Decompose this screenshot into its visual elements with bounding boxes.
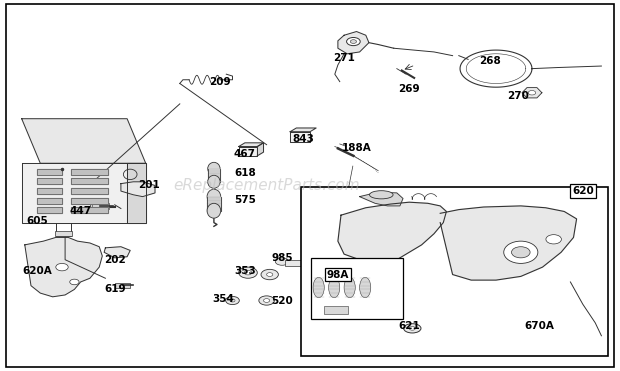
Bar (92, 203, 109, 209)
Ellipse shape (409, 326, 415, 330)
Polygon shape (338, 32, 369, 54)
Text: 201: 201 (138, 181, 160, 190)
Bar (90, 203, 108, 210)
Ellipse shape (208, 162, 220, 175)
Text: 620A: 620A (22, 266, 52, 276)
Ellipse shape (350, 40, 356, 43)
Ellipse shape (259, 296, 275, 305)
Ellipse shape (226, 296, 239, 305)
Ellipse shape (313, 277, 324, 298)
Text: 188A: 188A (342, 144, 371, 153)
Bar (115, 283, 130, 288)
Bar (71, 188, 108, 194)
Bar (71, 198, 108, 204)
Polygon shape (290, 132, 310, 142)
Bar (71, 207, 108, 213)
Bar (37, 169, 62, 175)
Text: 619: 619 (104, 285, 125, 294)
Text: 447: 447 (69, 207, 92, 216)
Ellipse shape (275, 258, 289, 265)
Bar (37, 207, 62, 213)
Polygon shape (239, 147, 257, 156)
Bar (71, 207, 108, 213)
Bar (37, 178, 62, 184)
Text: 269: 269 (399, 84, 420, 94)
Bar (71, 169, 108, 175)
Text: 843: 843 (293, 134, 315, 144)
Bar (37, 188, 62, 194)
Polygon shape (440, 206, 577, 280)
Bar (37, 188, 62, 194)
Polygon shape (257, 143, 264, 156)
Bar (37, 198, 62, 204)
Text: 209: 209 (210, 77, 231, 86)
Bar (285, 260, 304, 266)
Ellipse shape (239, 267, 257, 278)
Text: 670A: 670A (525, 322, 554, 331)
Text: 520: 520 (271, 296, 293, 305)
Ellipse shape (267, 273, 273, 276)
Bar (71, 169, 108, 175)
Text: 605: 605 (26, 216, 48, 226)
Text: 354: 354 (212, 294, 234, 303)
Polygon shape (127, 163, 146, 223)
Polygon shape (239, 143, 264, 147)
Text: 98A: 98A (327, 270, 349, 279)
Ellipse shape (208, 175, 220, 188)
Polygon shape (104, 247, 130, 258)
Ellipse shape (230, 299, 235, 302)
Bar (71, 198, 108, 204)
Text: 575: 575 (234, 196, 256, 205)
Ellipse shape (207, 189, 221, 204)
Bar (55, 231, 72, 236)
Polygon shape (25, 237, 102, 297)
Bar (37, 178, 62, 184)
Ellipse shape (528, 91, 536, 95)
Polygon shape (22, 163, 127, 223)
Ellipse shape (329, 277, 340, 298)
Ellipse shape (56, 263, 68, 271)
Text: 621: 621 (398, 322, 420, 331)
Polygon shape (338, 202, 446, 262)
Ellipse shape (370, 191, 393, 199)
Ellipse shape (404, 324, 421, 333)
Ellipse shape (207, 203, 221, 218)
Ellipse shape (261, 269, 278, 280)
Ellipse shape (360, 277, 371, 298)
Ellipse shape (546, 235, 562, 244)
Polygon shape (208, 169, 220, 182)
Ellipse shape (69, 279, 79, 285)
Text: 271: 271 (333, 53, 355, 62)
Polygon shape (522, 88, 542, 98)
Bar (324, 306, 348, 314)
Bar (71, 188, 108, 194)
Text: 353: 353 (234, 266, 256, 276)
Polygon shape (121, 182, 155, 197)
Polygon shape (360, 192, 403, 206)
Text: 618: 618 (234, 168, 256, 177)
Ellipse shape (244, 270, 252, 275)
Bar (71, 178, 108, 184)
Text: 268: 268 (479, 56, 501, 66)
Text: 467: 467 (234, 149, 256, 159)
Text: 985: 985 (272, 253, 293, 263)
Bar (37, 198, 62, 204)
Polygon shape (22, 119, 146, 163)
Bar (71, 178, 108, 184)
Polygon shape (207, 197, 221, 211)
Ellipse shape (503, 241, 538, 263)
Text: 270: 270 (507, 92, 529, 101)
Ellipse shape (512, 247, 530, 258)
Ellipse shape (347, 37, 360, 46)
Bar (301, 187, 608, 356)
Text: eReplacementParts.com: eReplacementParts.com (173, 178, 360, 193)
Ellipse shape (344, 277, 355, 298)
Bar (37, 169, 62, 175)
Bar (311, 258, 403, 319)
Bar (37, 207, 62, 213)
Polygon shape (290, 128, 316, 132)
Ellipse shape (264, 299, 270, 302)
Text: 620: 620 (572, 186, 594, 196)
Text: 202: 202 (104, 255, 126, 265)
